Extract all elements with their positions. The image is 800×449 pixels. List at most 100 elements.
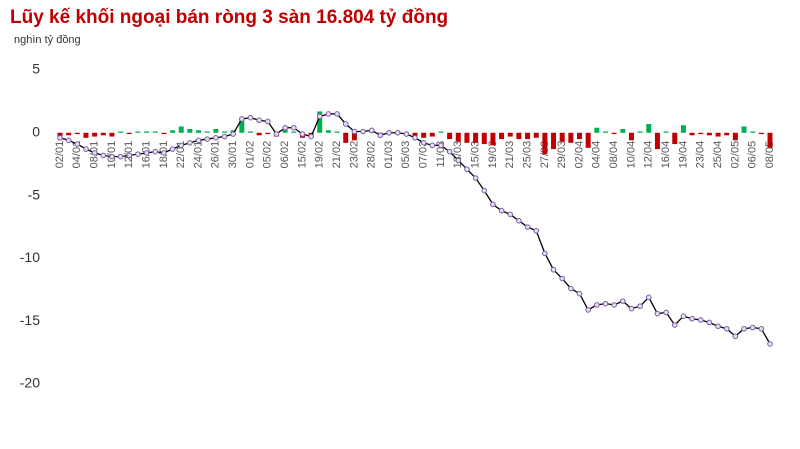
line-marker — [533, 227, 540, 234]
bar — [741, 126, 747, 133]
bar — [689, 132, 695, 136]
bar — [429, 132, 435, 137]
bar — [628, 132, 634, 141]
line-marker — [455, 157, 462, 164]
x-tick-label: 22/01 — [175, 141, 187, 169]
x-tick-label: 06/02 — [279, 141, 291, 169]
bar — [239, 118, 245, 133]
x-tick-label: 01/02 — [244, 141, 256, 169]
x-tick-label: 02/01 — [54, 141, 66, 169]
bar — [568, 132, 574, 143]
line-marker — [247, 114, 254, 121]
x-tick-label: 10/04 — [625, 141, 637, 169]
bar — [559, 132, 565, 142]
bar — [732, 132, 738, 141]
line-marker — [550, 266, 557, 273]
line-marker — [65, 137, 72, 144]
bar — [256, 132, 262, 136]
line-marker — [135, 151, 141, 157]
bar — [767, 132, 773, 148]
bar — [758, 132, 764, 135]
line-marker — [152, 148, 159, 155]
line-marker — [741, 325, 747, 332]
x-tick-label: 21/03 — [504, 141, 516, 169]
bar — [144, 131, 150, 133]
line-marker — [316, 113, 323, 120]
line-marker — [524, 224, 531, 230]
line-marker — [273, 131, 280, 137]
bar — [282, 129, 288, 133]
line-marker — [230, 131, 236, 137]
bar — [291, 131, 297, 133]
line-marker — [559, 275, 565, 282]
y-tick-label: -15 — [20, 312, 40, 328]
y-tick-label: -10 — [20, 249, 40, 265]
bar — [542, 132, 548, 155]
line-marker — [594, 302, 600, 308]
line-marker — [645, 294, 652, 301]
y-tick-label: -5 — [28, 186, 41, 202]
line-marker — [360, 128, 366, 135]
x-tick-label: 07/03 — [418, 141, 430, 169]
bar — [464, 132, 470, 143]
bar — [421, 132, 427, 138]
line-marker — [308, 133, 314, 140]
bar — [126, 132, 132, 135]
line-marker — [386, 129, 392, 136]
line-marker — [368, 127, 375, 134]
bar — [533, 132, 539, 138]
bar — [698, 132, 704, 135]
line-marker — [585, 307, 591, 313]
line-marker — [74, 141, 81, 147]
bar — [750, 131, 756, 133]
bar — [135, 131, 141, 133]
line-marker — [507, 211, 514, 218]
bar — [66, 132, 72, 136]
line-marker — [100, 152, 107, 159]
chart-subtitle: nghìn tỷ đồng — [14, 34, 81, 46]
x-tick-label: 15/03 — [470, 141, 482, 169]
line-marker — [663, 309, 669, 316]
line-marker — [143, 150, 150, 156]
x-tick-label: 08/04 — [608, 141, 620, 169]
bar — [481, 132, 487, 145]
bar — [715, 132, 721, 137]
bar — [57, 132, 63, 137]
line-marker — [178, 142, 185, 149]
bar — [152, 131, 158, 133]
bar — [118, 131, 124, 133]
line-marker — [109, 153, 115, 160]
y-tick-label: 5 — [32, 61, 40, 77]
bar — [343, 132, 349, 143]
line-marker — [542, 250, 548, 257]
line-marker — [221, 133, 228, 140]
x-tick-label: 29/03 — [556, 141, 568, 169]
line-marker — [377, 132, 384, 139]
line-marker — [325, 111, 332, 117]
line-marker — [498, 207, 505, 214]
bar — [724, 132, 730, 136]
bar — [196, 130, 202, 133]
bar — [247, 131, 253, 133]
line-marker — [239, 116, 245, 122]
bar — [620, 129, 626, 133]
line-marker — [689, 315, 695, 322]
line-marker — [680, 313, 687, 319]
bar — [334, 131, 340, 133]
x-tick-label: 08/05 — [764, 141, 776, 169]
x-tick-label: 23/02 — [348, 141, 360, 169]
line-marker — [187, 140, 193, 146]
bar — [551, 132, 557, 150]
bar — [187, 129, 193, 133]
line-marker — [749, 324, 756, 331]
bar — [92, 132, 98, 137]
line-marker — [195, 137, 202, 144]
x-tick-label: 24/01 — [192, 141, 204, 169]
bar — [170, 130, 176, 133]
bar — [672, 132, 678, 145]
bar — [265, 132, 271, 135]
line-marker — [265, 118, 271, 125]
line-marker — [481, 187, 488, 194]
bar — [654, 132, 660, 150]
